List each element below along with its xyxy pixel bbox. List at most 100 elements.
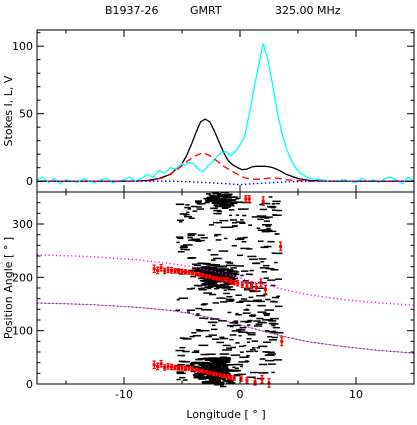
pa-scatter-dash <box>259 358 266 360</box>
pa-scatter-dash <box>202 365 209 368</box>
pa-scatter-dash <box>220 385 227 388</box>
pa-scatter-dash <box>201 202 206 205</box>
pa-scatter-dash <box>204 317 209 320</box>
pa-scatter-dash <box>250 315 256 317</box>
pa-scatter-dash <box>218 367 225 369</box>
pa-scatter-dash <box>196 313 200 315</box>
pa-point <box>261 196 265 206</box>
pa-scatter-dash <box>218 284 225 287</box>
pa-scatter-dash <box>216 364 226 367</box>
pa-scatter-dash <box>248 258 258 261</box>
pa-scatter-dash <box>238 208 244 210</box>
pa-scatter-dash <box>264 216 273 218</box>
pa-scatter-dash <box>183 379 188 381</box>
pa-scatter-dash <box>234 367 239 370</box>
pa-scatter-dash <box>193 264 201 267</box>
pa-scatter-dash <box>267 279 276 281</box>
pa-scatter-dash <box>222 364 230 367</box>
pa-scatter-dash <box>179 337 185 339</box>
pa-scatter-dash <box>276 209 282 212</box>
pa-scatter-dash <box>249 269 254 272</box>
pa-scatter-dash <box>271 331 278 334</box>
pa-scatter-dash <box>175 349 185 352</box>
pa-scatter-dash <box>195 269 205 271</box>
stokes-axis-label: Stokes I, L, V <box>2 75 15 146</box>
pa-point <box>163 267 167 275</box>
pa-scatter-dash <box>251 347 256 349</box>
pa-scatter-dash <box>175 236 184 238</box>
pa-scatter-dash <box>239 351 244 353</box>
y-tick-label: 100 <box>12 40 33 53</box>
pa-scatter-dash <box>251 216 261 218</box>
pa-scatter-dash <box>276 202 280 205</box>
total-intensity-line <box>37 118 414 182</box>
pa-point <box>194 271 198 277</box>
pa-scatter-dash <box>202 382 210 385</box>
pa-scatter-dash <box>204 286 212 289</box>
pa-scatter-dash <box>220 359 230 362</box>
pa-point <box>194 367 198 372</box>
pa-scatter-dash <box>196 330 204 332</box>
pa-scatter-dash <box>184 206 191 209</box>
pa-scatter-dash <box>192 269 199 272</box>
pa-scatter-dash <box>230 267 237 269</box>
pa-scatter-dash <box>206 196 216 199</box>
pa-scatter-dash <box>179 246 188 249</box>
pa-scatter-dash <box>223 289 227 291</box>
pa-scatter-dash <box>260 261 265 263</box>
pa-scatter-dash <box>274 252 283 255</box>
pa-point <box>225 277 229 283</box>
pa-point <box>215 372 219 377</box>
pa-scatter-dash <box>220 363 226 366</box>
pa-point <box>208 274 212 279</box>
position-angle-panel: 0 100 200 300 -10 0 10 Position Angle [ ° ] Lo… <box>2 191 415 421</box>
pa-scatter-dash <box>187 311 191 313</box>
pa-scatter-dash <box>261 202 271 205</box>
pa-scatter-dash <box>249 290 257 293</box>
pa-scatter-dash <box>209 379 219 381</box>
pa-scatter-dash <box>203 283 214 285</box>
pa-scatter-dash <box>194 361 204 364</box>
pa-scatter-dash <box>240 247 250 250</box>
pa-scatter-dash <box>187 233 194 235</box>
pa-scatter-dash <box>270 301 278 303</box>
pa-scatter-dash <box>254 325 263 327</box>
pa-scatter-dash <box>219 369 224 371</box>
pa-point <box>225 373 229 380</box>
pa-scatter-dash <box>224 194 232 197</box>
pa-scatter-dash <box>273 323 279 325</box>
pa-scatter-dash <box>204 381 214 384</box>
pa-scatter-dash <box>191 361 198 364</box>
figure-header: B1937-26 GMRT 325.00 MHz <box>105 4 341 17</box>
pa-scatter-dash <box>187 236 193 239</box>
pa-point <box>208 370 212 375</box>
pa-scatter-dash <box>205 335 213 338</box>
pa-scatter-dash <box>231 222 238 224</box>
pa-scatter-dash <box>205 270 214 272</box>
pa-scatter-dash <box>253 299 262 301</box>
rvm-curve-lower-solid <box>36 302 415 354</box>
pa-scatter-dash <box>190 362 198 365</box>
stokes-profile-panel: 0 50 100 Stokes I, L, V <box>2 29 415 193</box>
pa-scatter-dash <box>208 334 217 336</box>
pa-scatter-dash <box>185 204 190 206</box>
pa-scatter-dash <box>193 365 199 368</box>
pa-scatter-dash <box>242 208 249 210</box>
pa-scatter-dash <box>237 254 243 257</box>
pa-scatter-dash <box>212 198 220 201</box>
pa-scatter-dash <box>246 304 251 307</box>
pa-scatter-dash <box>256 287 267 289</box>
pa-scatter-dash <box>190 270 199 273</box>
pa-point <box>180 268 184 275</box>
pa-scatter-dash <box>204 201 210 204</box>
pa-scatter-dash <box>240 274 244 277</box>
pa-scatter-dash <box>219 353 230 355</box>
x-tick-label: 0 <box>237 388 244 401</box>
pa-scatter-dash <box>242 214 247 217</box>
pa-scatter-dash <box>200 237 208 239</box>
pa-scatter-dash <box>232 366 236 368</box>
pa-point <box>244 195 248 203</box>
pa-point <box>211 371 215 377</box>
pa-scatter-dash <box>183 244 193 246</box>
pa-scatter-dash <box>188 217 195 219</box>
